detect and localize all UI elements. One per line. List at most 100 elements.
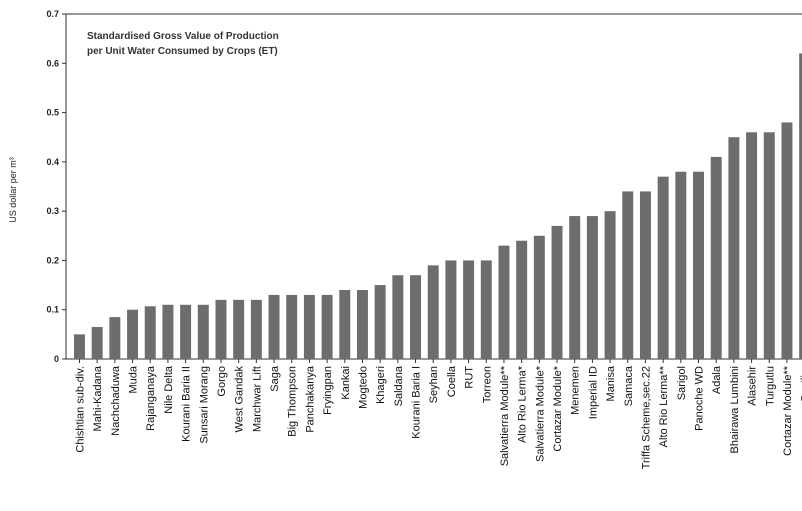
y-tick-label: 0 <box>54 354 59 364</box>
x-tick-label: Cortazar Module* <box>552 365 564 451</box>
x-tick-label: Cortazar Module** <box>782 365 794 456</box>
bar <box>639 191 651 359</box>
bar <box>657 176 669 359</box>
x-tick-label: Kankai <box>340 366 352 400</box>
x-tick-label: Alto Rio Lerma** <box>658 365 670 447</box>
x-tick-label: Nile Delta <box>163 365 175 414</box>
bar <box>127 309 139 359</box>
bar <box>746 132 758 359</box>
x-tick-label: Rajanganaya <box>145 365 157 431</box>
x-tick-label: Menemen <box>570 366 582 415</box>
y-axis-ticks: 0 0.1 0.2 0.3 0.4 0.5 0.6 0.7 <box>46 9 66 364</box>
x-tick-label: Manisa <box>605 365 617 401</box>
x-tick-label: Alasehir <box>747 366 759 406</box>
x-tick-label: Seyhan <box>428 366 440 403</box>
x-tick-label: Gorgo <box>216 366 228 397</box>
y-tick-label: 0.5 <box>46 108 59 118</box>
x-tick-label: Nachchaduwa <box>110 365 122 436</box>
x-tick-label: Saga <box>269 365 281 392</box>
x-tick-label: Panoche WD <box>694 366 706 431</box>
bar <box>250 299 262 359</box>
bar <box>356 290 368 359</box>
bar <box>498 245 510 359</box>
bar <box>374 285 386 359</box>
bar <box>321 294 333 359</box>
bar <box>162 304 174 359</box>
bar <box>74 334 85 359</box>
x-tick-label: Chishtian sub-div. <box>74 366 86 453</box>
x-tick-label: Sarigol <box>676 366 688 400</box>
bars <box>74 53 802 360</box>
bar <box>109 317 121 359</box>
x-tick-label: Adala <box>711 365 723 394</box>
x-tick-label: Mogtedo <box>357 366 369 409</box>
bar <box>91 326 103 359</box>
y-tick-label: 0.2 <box>46 255 59 265</box>
x-tick-label: Bhairawa Lumbini <box>729 366 741 453</box>
bar <box>144 306 156 359</box>
bar <box>197 304 209 359</box>
chart-title-line-2: per Unit Water Consumed by Crops (ET) <box>87 46 278 57</box>
bar <box>693 171 705 359</box>
x-tick-label: Kourani Baria I <box>411 366 423 439</box>
x-tick-label: Kourani Baria II <box>181 366 193 442</box>
bar <box>268 294 280 359</box>
x-tick-label: West Gandak <box>234 366 246 433</box>
x-tick-label: Khageri <box>375 366 387 404</box>
bar <box>463 260 475 359</box>
x-tick-label: Big Thompson <box>287 366 299 437</box>
x-tick-label: Mahi-Kadana <box>92 365 104 431</box>
y-tick-label: 0.1 <box>46 305 59 315</box>
bar <box>445 260 457 359</box>
bar <box>586 216 598 359</box>
bar <box>551 225 563 359</box>
x-tick-label: Triffa Scheme,sec.22 <box>640 366 652 469</box>
chart-title: Standardised Gross Value of Production p… <box>87 31 279 57</box>
bar <box>233 299 245 359</box>
y-axis-label: US dollar per m³ <box>8 157 18 223</box>
chart-title-line-1: Standardised Gross Value of Production <box>87 31 279 42</box>
x-tick-label: Torreon <box>481 366 493 403</box>
bar <box>286 294 298 359</box>
y-tick-label: 0.7 <box>46 9 59 19</box>
bar <box>728 137 740 359</box>
bar <box>622 191 634 359</box>
x-tick-label: Turgutlu <box>764 366 776 406</box>
bar <box>533 235 545 359</box>
y-tick-label: 0.4 <box>46 157 59 167</box>
bar <box>410 275 422 359</box>
x-tick-label: Scotli... <box>800 366 802 402</box>
bar <box>781 122 793 359</box>
x-tick-label: Alto Rio Lerma* <box>517 365 529 443</box>
x-tick-label: Sunsari Morang <box>198 366 210 444</box>
bar <box>480 260 492 359</box>
bar <box>427 265 439 359</box>
x-tick-label: Panchakanya <box>304 365 316 433</box>
bar <box>392 275 404 359</box>
x-tick-label: Salvatierra Module** <box>499 365 511 466</box>
bar <box>516 240 528 359</box>
y-tick-label: 0.3 <box>46 206 59 216</box>
x-tick-label: RUT <box>464 366 476 389</box>
bar <box>710 156 722 359</box>
x-tick-label: Samaca <box>623 365 635 406</box>
bar <box>339 290 351 359</box>
bar <box>215 299 227 359</box>
bar <box>799 53 802 360</box>
bar <box>604 211 616 359</box>
x-tick-label: Marchwar Lift <box>251 366 263 432</box>
bar <box>675 171 687 359</box>
bar <box>180 304 192 359</box>
x-tick-label: Salvatierra Module* <box>534 365 546 462</box>
bar <box>303 294 315 359</box>
x-tick-label: Coella <box>446 365 458 397</box>
y-tick-label: 0.6 <box>46 58 59 68</box>
x-axis-labels: Chishtian sub-div. Mahi-Kadana Nachchaduwa… <box>74 359 802 469</box>
bar <box>569 216 581 359</box>
x-tick-label: Imperial ID <box>587 366 599 419</box>
x-tick-label: Fryingpan <box>322 366 334 415</box>
x-tick-label: Saldana <box>393 365 405 406</box>
bar <box>763 132 775 359</box>
